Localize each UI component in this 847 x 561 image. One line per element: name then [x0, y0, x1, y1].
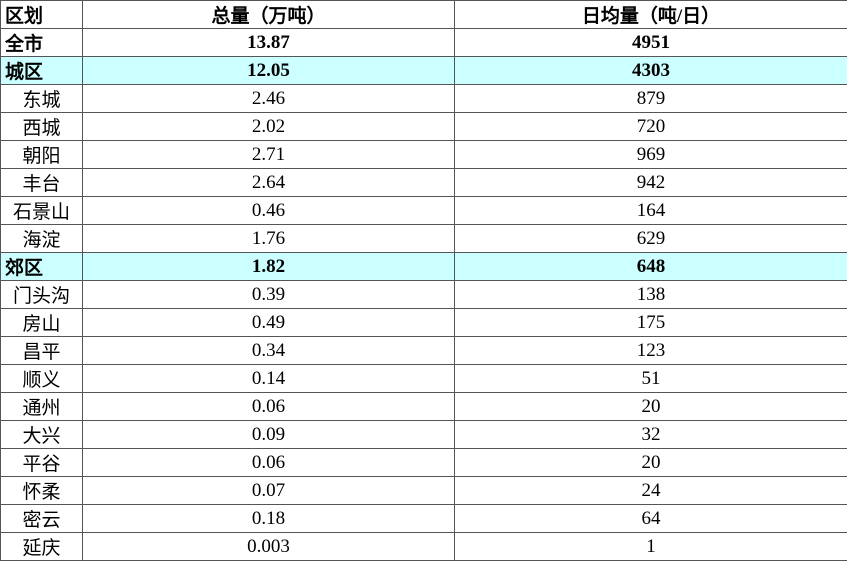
district-cell: 密云: [1, 505, 83, 533]
value-cell: 1.82: [83, 253, 455, 281]
value-cell: 164: [455, 197, 847, 225]
value-cell: 0.18: [83, 505, 455, 533]
value-cell: 12.05: [83, 57, 455, 85]
value-cell: 1.76: [83, 225, 455, 253]
value-cell: 175: [455, 309, 847, 337]
value-cell: 24: [455, 477, 847, 505]
district-cell: 昌平: [1, 337, 83, 365]
value-cell: 20: [455, 449, 847, 477]
district-cell: 朝阳: [1, 141, 83, 169]
district-cell: 大兴: [1, 421, 83, 449]
value-cell: 0.09: [83, 421, 455, 449]
value-cell: 0.49: [83, 309, 455, 337]
value-cell: 32: [455, 421, 847, 449]
district-cell: 东城: [1, 85, 83, 113]
value-cell: 123: [455, 337, 847, 365]
value-cell: 1: [455, 533, 847, 561]
value-cell: 648: [455, 253, 847, 281]
district-cell: 郊区: [1, 253, 83, 281]
district-cell: 门头沟: [1, 281, 83, 309]
value-cell: 0.07: [83, 477, 455, 505]
value-cell: 720: [455, 113, 847, 141]
value-cell: 138: [455, 281, 847, 309]
value-cell: 629: [455, 225, 847, 253]
value-cell: 942: [455, 169, 847, 197]
district-cell: 延庆: [1, 533, 83, 561]
district-cell: 平谷: [1, 449, 83, 477]
header-cell: 区划: [1, 1, 83, 29]
district-cell: 通州: [1, 393, 83, 421]
header-cell: 日均量（吨/日）: [455, 1, 847, 29]
value-cell: 2.71: [83, 141, 455, 169]
value-cell: 0.46: [83, 197, 455, 225]
value-cell: 4951: [455, 29, 847, 57]
value-cell: 879: [455, 85, 847, 113]
value-cell: 0.06: [83, 393, 455, 421]
value-cell: 13.87: [83, 29, 455, 57]
district-cell: 石景山: [1, 197, 83, 225]
value-cell: 0.34: [83, 337, 455, 365]
district-cell: 怀柔: [1, 477, 83, 505]
district-cell: 全市: [1, 29, 83, 57]
value-cell: 64: [455, 505, 847, 533]
value-cell: 51: [455, 365, 847, 393]
value-cell: 2.02: [83, 113, 455, 141]
value-cell: 969: [455, 141, 847, 169]
value-cell: 0.003: [83, 533, 455, 561]
district-cell: 顺义: [1, 365, 83, 393]
district-cell: 海淀: [1, 225, 83, 253]
value-cell: 0.14: [83, 365, 455, 393]
value-cell: 4303: [455, 57, 847, 85]
value-cell: 0.39: [83, 281, 455, 309]
header-row: 区划总量（万吨）日均量（吨/日）: [1, 1, 847, 29]
value-cell: 2.64: [83, 169, 455, 197]
district-cell: 房山: [1, 309, 83, 337]
value-cell: 20: [455, 393, 847, 421]
value-cell: 2.46: [83, 85, 455, 113]
header-cell: 总量（万吨）: [83, 1, 455, 29]
district-cell: 西城: [1, 113, 83, 141]
district-cell: 丰台: [1, 169, 83, 197]
district-cell: 城区: [1, 57, 83, 85]
value-cell: 0.06: [83, 449, 455, 477]
